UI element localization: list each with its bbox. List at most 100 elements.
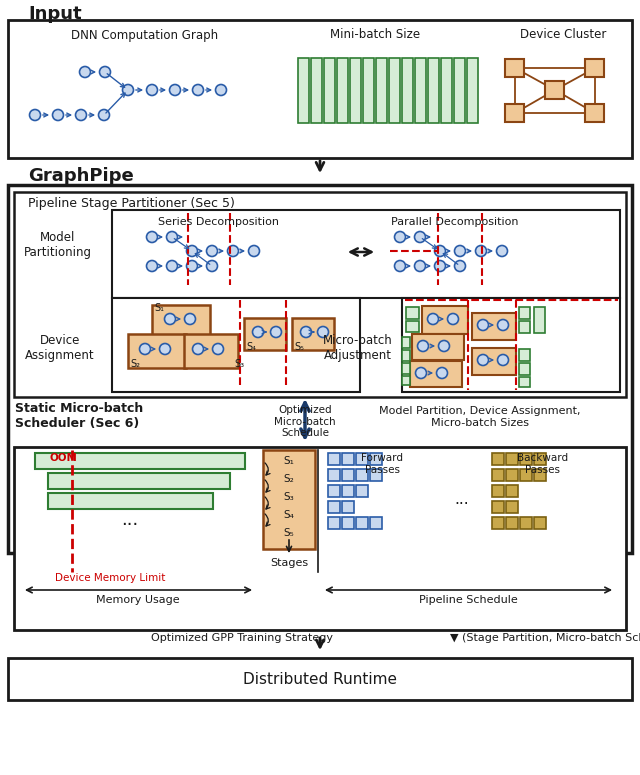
Bar	[8, 658, 632, 700]
Text: S₄: S₄	[284, 510, 294, 520]
Circle shape	[435, 260, 445, 271]
Bar	[506, 485, 518, 497]
Text: Stages: Stages	[270, 558, 308, 568]
Bar	[534, 517, 546, 529]
Bar	[519, 307, 530, 319]
Bar	[585, 104, 604, 122]
Text: Model
Partitioning: Model Partitioning	[24, 231, 92, 259]
Circle shape	[394, 260, 406, 271]
Circle shape	[415, 260, 426, 271]
Text: S₃: S₃	[234, 359, 244, 369]
Text: S₂: S₂	[284, 474, 294, 484]
Text: Parallel Decomposition: Parallel Decomposition	[391, 217, 519, 227]
Text: Mini-batch Size: Mini-batch Size	[330, 29, 420, 42]
Circle shape	[184, 314, 195, 325]
Circle shape	[301, 326, 312, 337]
Bar	[184, 334, 238, 368]
Circle shape	[227, 246, 239, 257]
Text: Backward
Passes: Backward Passes	[517, 453, 568, 474]
Bar	[406, 307, 419, 319]
Circle shape	[186, 260, 198, 271]
Text: Forward
Passes: Forward Passes	[361, 453, 403, 474]
Circle shape	[79, 67, 90, 78]
Bar	[505, 104, 524, 122]
Bar	[342, 469, 354, 481]
Bar	[48, 493, 213, 509]
Bar	[356, 453, 368, 465]
Text: Optimized
Micro-batch
Schedule: Optimized Micro-batch Schedule	[274, 405, 336, 438]
Bar	[492, 485, 504, 497]
Circle shape	[140, 343, 150, 354]
Text: Series Decomposition: Series Decomposition	[157, 217, 278, 227]
Bar	[492, 501, 504, 513]
Bar	[370, 517, 382, 529]
Bar	[402, 376, 410, 385]
Bar	[534, 307, 545, 333]
Circle shape	[193, 343, 204, 354]
Text: Pipeline Stage Partitioner (Sec 5): Pipeline Stage Partitioner (Sec 5)	[28, 198, 235, 211]
Circle shape	[415, 232, 426, 243]
Bar	[519, 349, 530, 361]
Circle shape	[476, 246, 486, 257]
Bar	[8, 20, 632, 158]
Circle shape	[159, 343, 170, 354]
Bar	[472, 313, 516, 340]
Circle shape	[271, 326, 282, 337]
Bar	[415, 58, 426, 123]
Bar	[337, 58, 348, 123]
Bar	[356, 469, 368, 481]
Circle shape	[454, 246, 465, 257]
Bar	[402, 58, 413, 123]
Bar	[428, 58, 439, 123]
Circle shape	[417, 340, 429, 352]
Bar	[8, 185, 632, 553]
Bar	[328, 469, 340, 481]
Bar	[402, 337, 410, 348]
Bar	[363, 58, 374, 123]
Bar	[35, 453, 245, 469]
Text: DNN Computation Graph: DNN Computation Graph	[72, 29, 219, 42]
Bar	[520, 453, 532, 465]
Bar	[328, 485, 340, 497]
Bar	[370, 453, 382, 465]
Text: S₂: S₂	[130, 359, 140, 369]
Circle shape	[166, 260, 177, 271]
Circle shape	[207, 260, 218, 271]
Text: S₁: S₁	[154, 303, 164, 313]
Bar	[128, 334, 186, 368]
Bar	[506, 453, 518, 465]
Bar	[519, 363, 530, 375]
Text: Optimized GPP Training Strategy: Optimized GPP Training Strategy	[151, 633, 333, 643]
Bar	[112, 210, 620, 298]
Bar	[350, 58, 361, 123]
Bar	[244, 318, 286, 350]
Text: S₃: S₃	[284, 492, 294, 502]
Bar	[342, 501, 354, 513]
Circle shape	[166, 232, 177, 243]
Text: Model Partition, Device Assignment,
Micro-batch Sizes: Model Partition, Device Assignment, Micr…	[380, 406, 580, 428]
Circle shape	[207, 246, 218, 257]
Bar	[14, 192, 626, 397]
Circle shape	[477, 354, 488, 366]
Bar	[328, 501, 340, 513]
Bar	[492, 469, 504, 481]
Bar	[441, 58, 452, 123]
Bar	[492, 453, 504, 465]
Bar	[389, 58, 400, 123]
Bar	[472, 348, 516, 375]
Circle shape	[415, 367, 426, 378]
Bar	[328, 453, 340, 465]
Circle shape	[216, 84, 227, 95]
Circle shape	[147, 260, 157, 271]
Text: GraphPipe: GraphPipe	[28, 167, 134, 185]
Circle shape	[436, 367, 447, 378]
Bar	[356, 517, 368, 529]
Bar	[506, 469, 518, 481]
Circle shape	[477, 319, 488, 330]
Bar	[292, 318, 334, 350]
Bar	[492, 517, 504, 529]
Bar	[454, 58, 465, 123]
Circle shape	[497, 354, 509, 366]
Text: OOM: OOM	[50, 453, 78, 463]
Circle shape	[99, 109, 109, 120]
